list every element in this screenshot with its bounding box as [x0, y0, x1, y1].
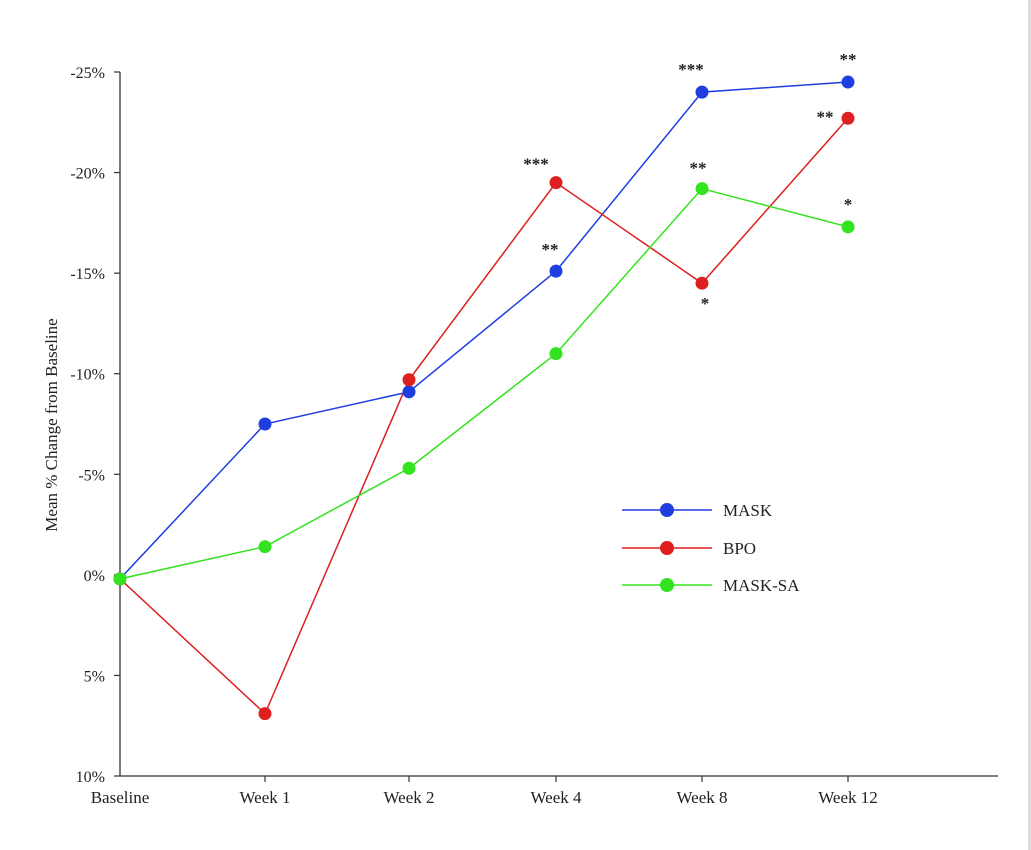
x-tick-label: Week 2: [383, 788, 434, 807]
legend-label: BPO: [723, 539, 756, 558]
x-tick-label: Baseline: [91, 788, 150, 807]
data-point-mask-sa: [258, 540, 272, 554]
series-line-mask: [119, 81, 849, 580]
data-point-bpo: [549, 176, 563, 190]
x-tick-label: Week 4: [530, 788, 582, 807]
significance-label: **: [690, 159, 707, 178]
x-tick-label: Week 1: [239, 788, 290, 807]
x-tick-label: Week 8: [676, 788, 727, 807]
legend-swatch-marker: [660, 503, 674, 517]
y-tick-label: 5%: [84, 668, 105, 685]
data-point-bpo: [402, 373, 416, 387]
y-tick-label: 0%: [84, 568, 105, 585]
x-tick-label: Week 12: [818, 788, 878, 807]
y-axis-label: Mean % Change from Baseline: [42, 318, 61, 531]
data-point-bpo: [695, 276, 709, 290]
series-line-bpo: [119, 117, 849, 715]
y-tick-label: -20%: [70, 166, 105, 183]
significance-label: ***: [678, 60, 704, 79]
y-tick-label: -25%: [70, 65, 105, 82]
y-tick-label: -5%: [78, 467, 105, 484]
y-tick-label: -15%: [70, 266, 105, 283]
significance-label: *: [844, 195, 853, 214]
right-border: [1028, 0, 1031, 850]
data-point-mask: [549, 264, 563, 278]
data-point-mask-sa: [841, 220, 855, 234]
data-point-mask-sa: [549, 347, 563, 361]
legend-label: MASK-SA: [723, 576, 800, 595]
series-line-mask-sa: [119, 187, 849, 580]
data-point-mask-sa: [695, 182, 709, 196]
significance-label: **: [817, 107, 834, 126]
data-point-mask: [402, 385, 416, 399]
data-point-mask-sa: [113, 572, 127, 586]
data-point-mask-sa: [402, 461, 416, 475]
legend-label: MASK: [723, 501, 773, 520]
data-point-bpo: [258, 707, 272, 721]
significance-label: ***: [523, 155, 549, 174]
data-point-mask: [258, 417, 272, 431]
data-point-mask: [841, 75, 855, 89]
significance-label: **: [542, 240, 559, 259]
data-point-mask: [695, 85, 709, 99]
y-tick-label: -10%: [70, 367, 105, 384]
significance-label: *: [701, 294, 710, 313]
legend-swatch-marker: [660, 578, 674, 592]
data-point-bpo: [841, 111, 855, 125]
legend-swatch-marker: [660, 541, 674, 555]
significance-label: **: [840, 50, 857, 69]
y-tick-label: 10%: [76, 769, 105, 786]
